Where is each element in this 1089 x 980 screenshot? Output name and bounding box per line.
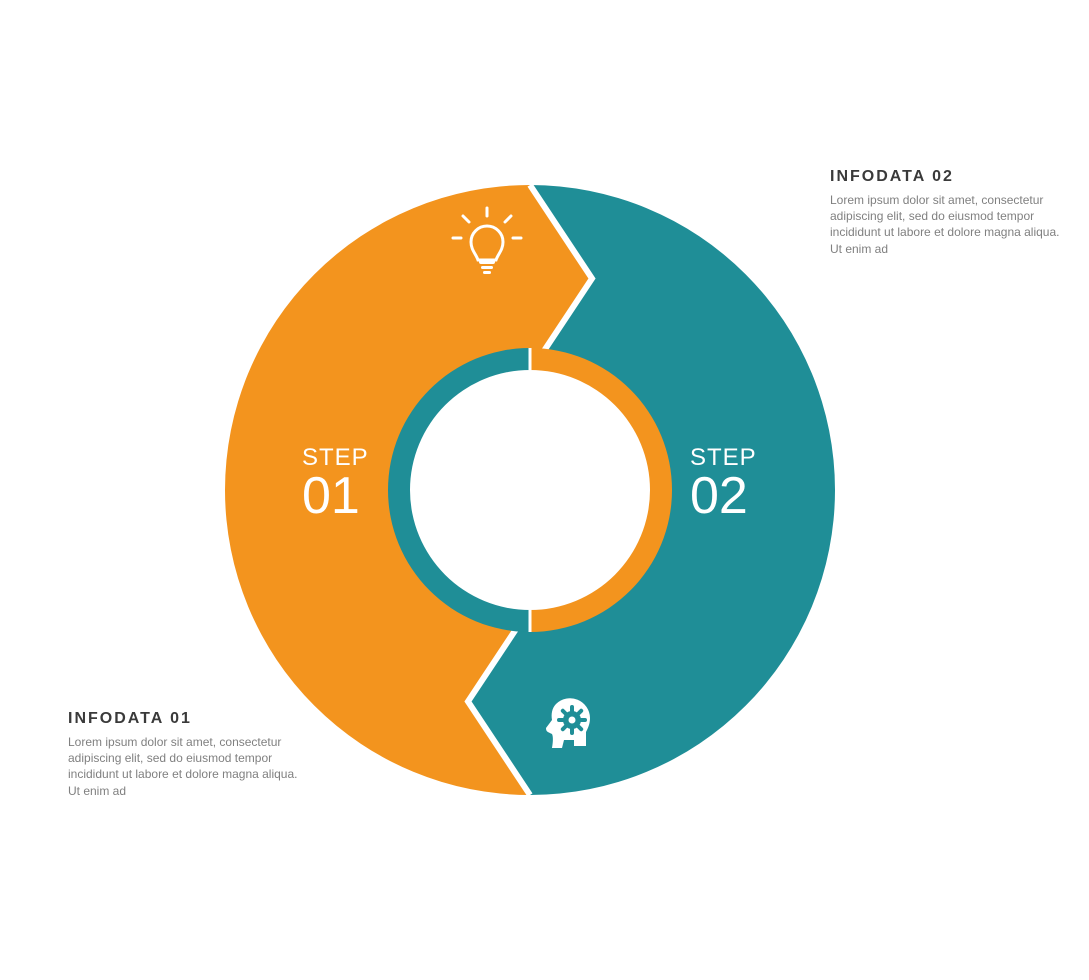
infodata-title: INFODATA 01: [68, 710, 298, 728]
step-02-label: STEP 02: [690, 446, 757, 522]
step-number: 01: [302, 470, 369, 522]
step-number: 02: [690, 470, 757, 522]
infodata-body: Lorem ipsum dolor sit amet, consectetur …: [830, 192, 1060, 257]
infodata-02-block: INFODATA 02 Lorem ipsum dolor sit amet, …: [830, 168, 1060, 257]
infodata-01-block: INFODATA 01 Lorem ipsum dolor sit amet, …: [68, 710, 298, 799]
step-01-label: STEP 01: [302, 446, 369, 522]
infodata-body: Lorem ipsum dolor sit amet, consectetur …: [68, 734, 298, 799]
circular-arrows-ring: [0, 0, 1089, 980]
infodata-title: INFODATA 02: [830, 168, 1060, 186]
infographic-stage: STEP 01 STEP 02 INFODATA 01 Lorem ipsum …: [0, 0, 1089, 980]
